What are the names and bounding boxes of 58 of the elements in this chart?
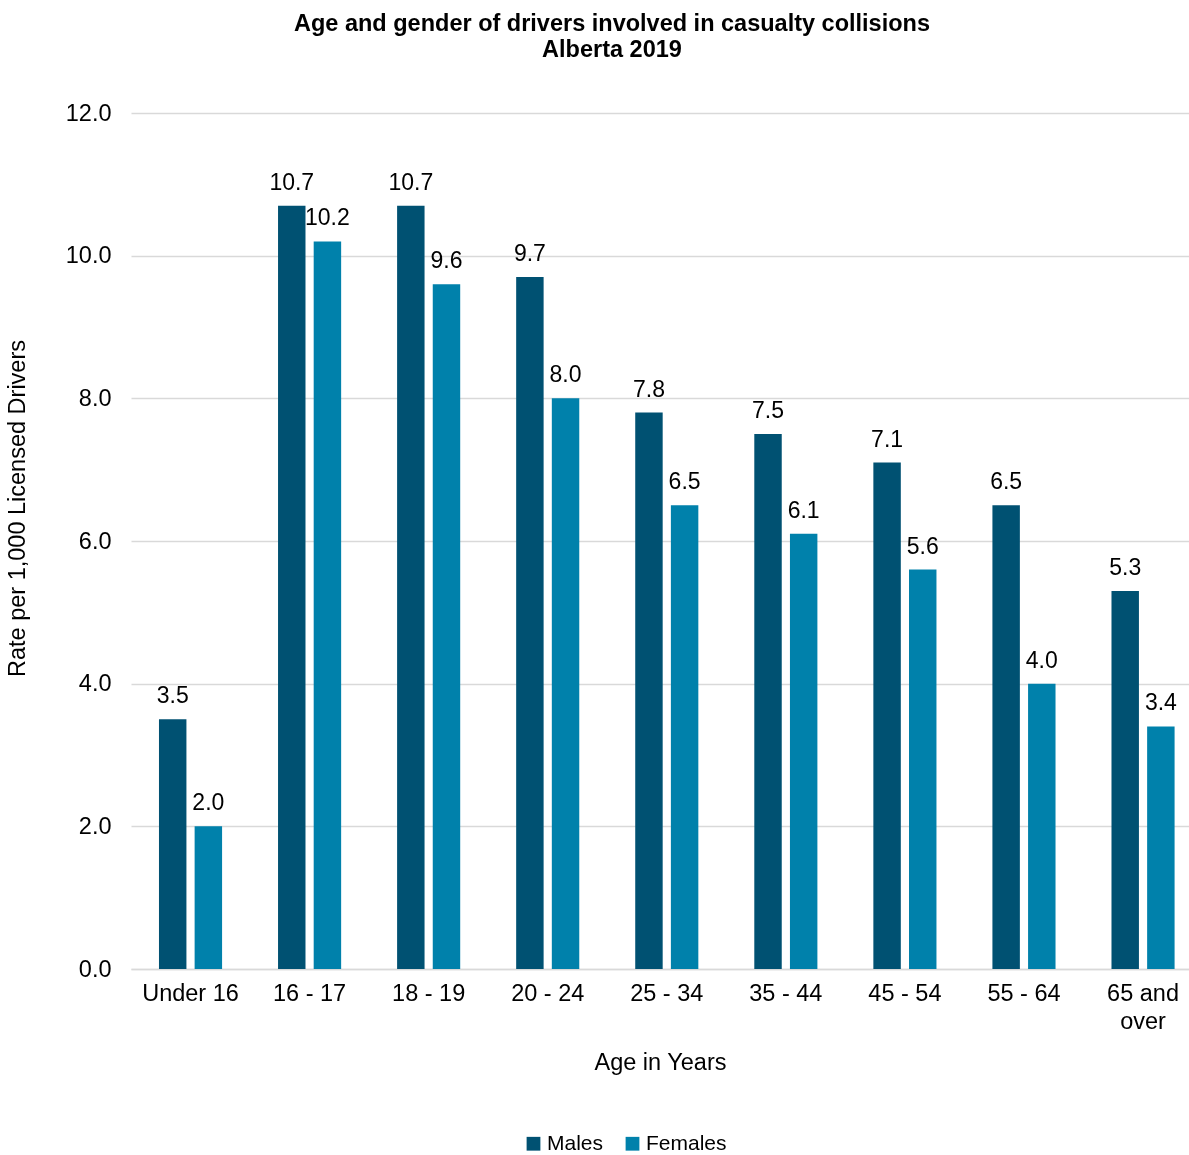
bar bbox=[551, 398, 580, 969]
data-label: 7.1 bbox=[871, 425, 904, 452]
chart-subtitle: Alberta 2019 bbox=[542, 35, 682, 62]
y-tick-label: 6.0 bbox=[78, 527, 112, 554]
data-label: 3.4 bbox=[1144, 689, 1178, 716]
bar bbox=[516, 277, 544, 969]
data-label: 2.0 bbox=[192, 789, 225, 816]
data-label: 10.7 bbox=[269, 168, 315, 195]
y-tick-label: 2.0 bbox=[78, 812, 112, 839]
data-label: 10.7 bbox=[388, 168, 434, 195]
data-label: 5.3 bbox=[1109, 553, 1142, 580]
x-axis-title: Age in Years bbox=[594, 1049, 727, 1075]
data-label: 7.8 bbox=[632, 375, 665, 402]
legend-label: Males bbox=[547, 1130, 604, 1154]
y-tick-label: 12.0 bbox=[65, 99, 112, 126]
bar bbox=[313, 241, 342, 969]
data-label: 9.6 bbox=[430, 247, 463, 274]
bar bbox=[397, 205, 425, 969]
bar bbox=[1147, 726, 1175, 969]
data-label: 4.0 bbox=[1025, 646, 1058, 673]
bar bbox=[158, 719, 187, 969]
bar bbox=[194, 826, 223, 969]
bar bbox=[1111, 590, 1139, 969]
data-label: 6.5 bbox=[668, 468, 701, 495]
x-tick-label: 35 - 44 bbox=[749, 979, 823, 1006]
data-label: 8.0 bbox=[549, 361, 582, 388]
x-tick-label: 55 - 64 bbox=[987, 979, 1061, 1006]
data-label: 6.1 bbox=[787, 496, 820, 523]
x-tick-label: 25 - 34 bbox=[630, 979, 704, 1006]
bar bbox=[754, 434, 782, 969]
data-label: 10.2 bbox=[305, 204, 350, 231]
bar bbox=[670, 505, 699, 969]
y-tick-label: 8.0 bbox=[78, 384, 112, 411]
data-label: 7.5 bbox=[752, 397, 785, 423]
bar bbox=[909, 569, 937, 969]
data-label: 6.5 bbox=[990, 468, 1023, 495]
legend-label: Females bbox=[646, 1130, 727, 1154]
bar bbox=[789, 533, 818, 969]
y-axis-title: Rate per 1,000 Licensed Drivers bbox=[3, 339, 30, 678]
y-tick-label: 10.0 bbox=[65, 242, 112, 269]
data-label: 9.7 bbox=[513, 240, 546, 267]
data-label: 3.5 bbox=[156, 682, 189, 709]
x-tick-label: 16 - 17 bbox=[273, 979, 347, 1006]
x-tick-label: 20 - 24 bbox=[511, 979, 585, 1006]
x-tick-label: Under 16 bbox=[142, 979, 239, 1006]
bar bbox=[873, 462, 901, 969]
bar bbox=[635, 412, 663, 969]
data-label: 5.6 bbox=[906, 532, 939, 559]
bar bbox=[1028, 683, 1056, 969]
y-tick-label: 4.0 bbox=[78, 670, 112, 697]
chart-title: Age and gender of drivers involved in casualty collisions bbox=[294, 10, 930, 36]
x-tick-label: 18 - 19 bbox=[392, 979, 466, 1006]
x-tick-label: 65 and over bbox=[1107, 979, 1179, 1034]
bar bbox=[992, 505, 1020, 969]
y-tick-label: 0.0 bbox=[78, 955, 112, 982]
bar bbox=[278, 205, 306, 969]
x-tick-label: 45 - 54 bbox=[868, 979, 942, 1006]
bar bbox=[432, 284, 461, 969]
